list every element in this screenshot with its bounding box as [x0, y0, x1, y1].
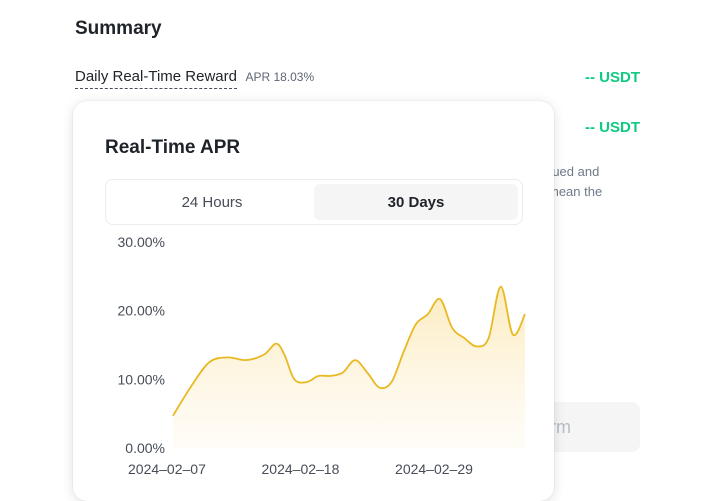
confirm-button[interactable]: rm — [540, 402, 640, 452]
real-time-apr-popover: Real-Time APR 24 Hours 30 Days 0.00% 10.0… — [73, 101, 554, 501]
daily-reward-label[interactable]: Daily Real-Time Reward — [75, 68, 237, 89]
popover-title: Real-Time APR — [105, 137, 241, 158]
period-tabs: 24 Hours 30 Days — [105, 179, 523, 225]
apr-area-chart: 0.00% 10.00% 20.00% 30.00% 2024–02–07 2024–0… — [118, 234, 526, 477]
confirm-button-label: rm — [550, 416, 571, 437]
y-tick-label: 10.00% — [118, 371, 165, 387]
apr-series-line — [172, 285, 526, 417]
apr-area-fill — [173, 286, 525, 448]
y-tick-label: 30.00% — [118, 234, 165, 250]
y-tick-label: 0.00% — [125, 440, 165, 456]
x-tick-label: 2024–02–18 — [262, 461, 340, 477]
secondary-reward-value: -- USDT — [585, 119, 640, 136]
apr-tag: APR 18.03% — [245, 70, 315, 84]
daily-reward-value: -- USDT — [585, 69, 640, 86]
background-note-line: mean the — [548, 184, 603, 199]
daily-reward-row: Daily Real-Time Reward APR 18.03% — [75, 68, 315, 89]
tab-30-days[interactable]: 30 Days — [314, 184, 518, 220]
background-note-line: rued and — [548, 164, 600, 179]
x-tick-label: 2024–02–07 — [128, 461, 206, 477]
x-tick-label: 2024–02–29 — [395, 461, 473, 477]
y-tick-label: 20.00% — [118, 303, 165, 319]
tab-24-hours[interactable]: 24 Hours — [181, 193, 243, 211]
summary-title: Summary — [75, 18, 162, 39]
